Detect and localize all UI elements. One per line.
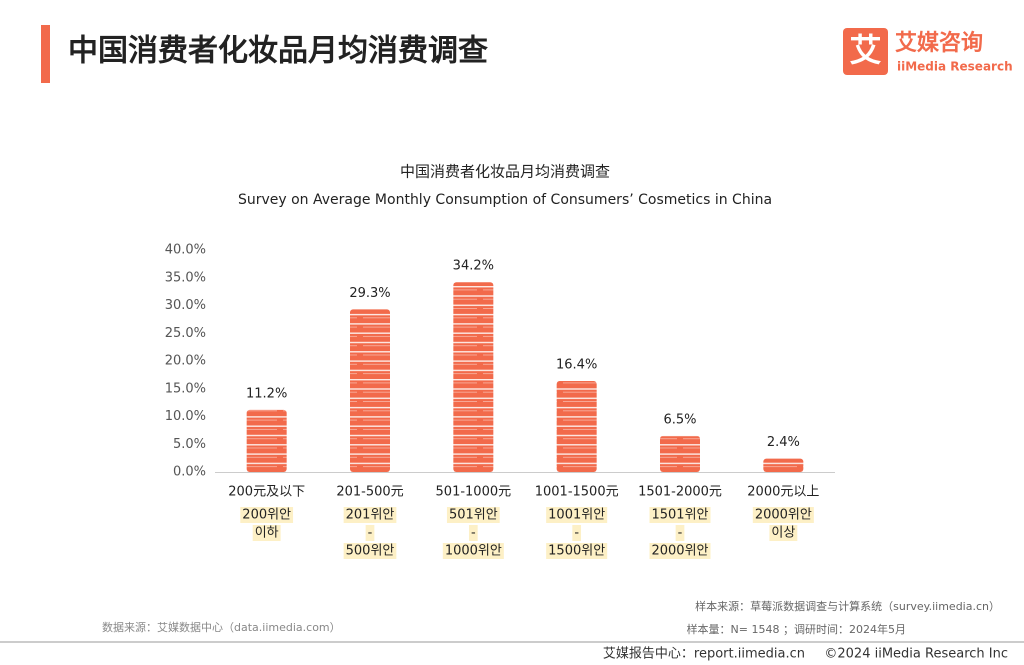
translation-highlight (252, 525, 281, 541)
category-translation: 이상 (771, 526, 795, 541)
bar (556, 380, 597, 472)
category-translation: 1001위안 (548, 508, 605, 523)
translation-highlight (240, 507, 294, 523)
x-tick-label: 501-1000元 (436, 485, 512, 500)
chart-title: 中国消费者化妆品月均消费调查 (400, 163, 610, 181)
value-label: 11.2% (246, 386, 287, 401)
y-tick-label: 5.0% (173, 437, 206, 452)
value-label: 29.3% (349, 286, 390, 301)
category-translation: 1501위안 (651, 508, 708, 523)
translation-highlight (343, 507, 397, 523)
translation-highlight (649, 543, 711, 559)
category-translation: 1000위안 (445, 544, 502, 559)
bar (763, 458, 804, 472)
bar (660, 435, 700, 472)
translation-highlight (343, 543, 397, 559)
y-tick-label: 10.0% (165, 409, 206, 424)
logo-name: 艾媒咨询 (895, 30, 983, 56)
translation-highlight (572, 525, 582, 541)
title-accent (41, 25, 50, 83)
x-tick-label: 1501-2000元 (638, 485, 722, 500)
translation-highlight (365, 525, 375, 541)
translation-highlight (446, 507, 500, 523)
category-translation: 1500위안 (548, 544, 605, 559)
x-tick-label: 201-500元 (336, 485, 403, 500)
y-tick-label: 30.0% (165, 298, 206, 313)
translation-highlight (546, 543, 608, 559)
bar (246, 409, 287, 472)
translation-highlight (546, 507, 608, 523)
translation-highlight (442, 543, 504, 559)
value-label: 34.2% (453, 259, 494, 274)
logo-sub: iiMedia Research (897, 60, 1013, 74)
y-tick-label: 25.0% (165, 326, 206, 341)
y-tick-label: 35.0% (165, 270, 206, 285)
y-tick-label: 40.0% (165, 243, 206, 258)
translation-highlight (468, 525, 478, 541)
category-translation: 이하 (255, 526, 279, 541)
sample-size: 样本量：N= 1548 ；调研时间：2024年5月 (687, 622, 906, 636)
x-tick-label: 1001-1500元 (535, 485, 619, 500)
value-label: 6.5% (663, 412, 696, 427)
page-title: 中国消费者化妆品月均消费调查 (68, 34, 488, 69)
logo-box (843, 28, 888, 75)
translation-highlight (649, 507, 711, 523)
translation-highlight (769, 525, 798, 541)
sample-source: 样本来源：草莓派数据调查与计算系统（survey.iimedia.cn） (695, 599, 1000, 613)
translation-highlight (752, 507, 814, 523)
bar (453, 282, 494, 472)
category-translation: 2000위안 (755, 508, 812, 523)
category-translation: 501위안 (449, 508, 498, 523)
value-label: 2.4% (767, 435, 800, 450)
category-translation: - (574, 526, 579, 541)
logo-mark: 艾 (849, 31, 881, 69)
y-tick-label: 20.0% (165, 354, 206, 369)
category-translation: - (678, 526, 683, 541)
y-tick-label: 15.0% (165, 381, 206, 396)
category-translation: 201위안 (346, 508, 395, 523)
translation-highlight (675, 525, 685, 541)
x-tick-label: 2000元以上 (747, 485, 819, 500)
value-label: 16.4% (556, 357, 597, 372)
copyright: ©2024 iiMedia Research Inc (824, 647, 1008, 662)
category-translation: - (368, 526, 373, 541)
category-translation: - (471, 526, 476, 541)
category-translation: 2000위안 (651, 544, 708, 559)
chart-subtitle: Survey on Average Monthly Consumption of… (238, 192, 772, 208)
source-note: 数据来源：艾媒数据中心（data.iimedia.com） (102, 620, 341, 634)
bar (350, 309, 390, 472)
x-tick-label: 200元及以下 (228, 485, 305, 500)
category-translation: 200위안 (242, 508, 291, 523)
y-tick-label: 0.0% (173, 465, 206, 480)
report-center: 艾媒报告中心：report.iimedia.cn (603, 647, 805, 662)
category-translation: 500위안 (346, 544, 395, 559)
